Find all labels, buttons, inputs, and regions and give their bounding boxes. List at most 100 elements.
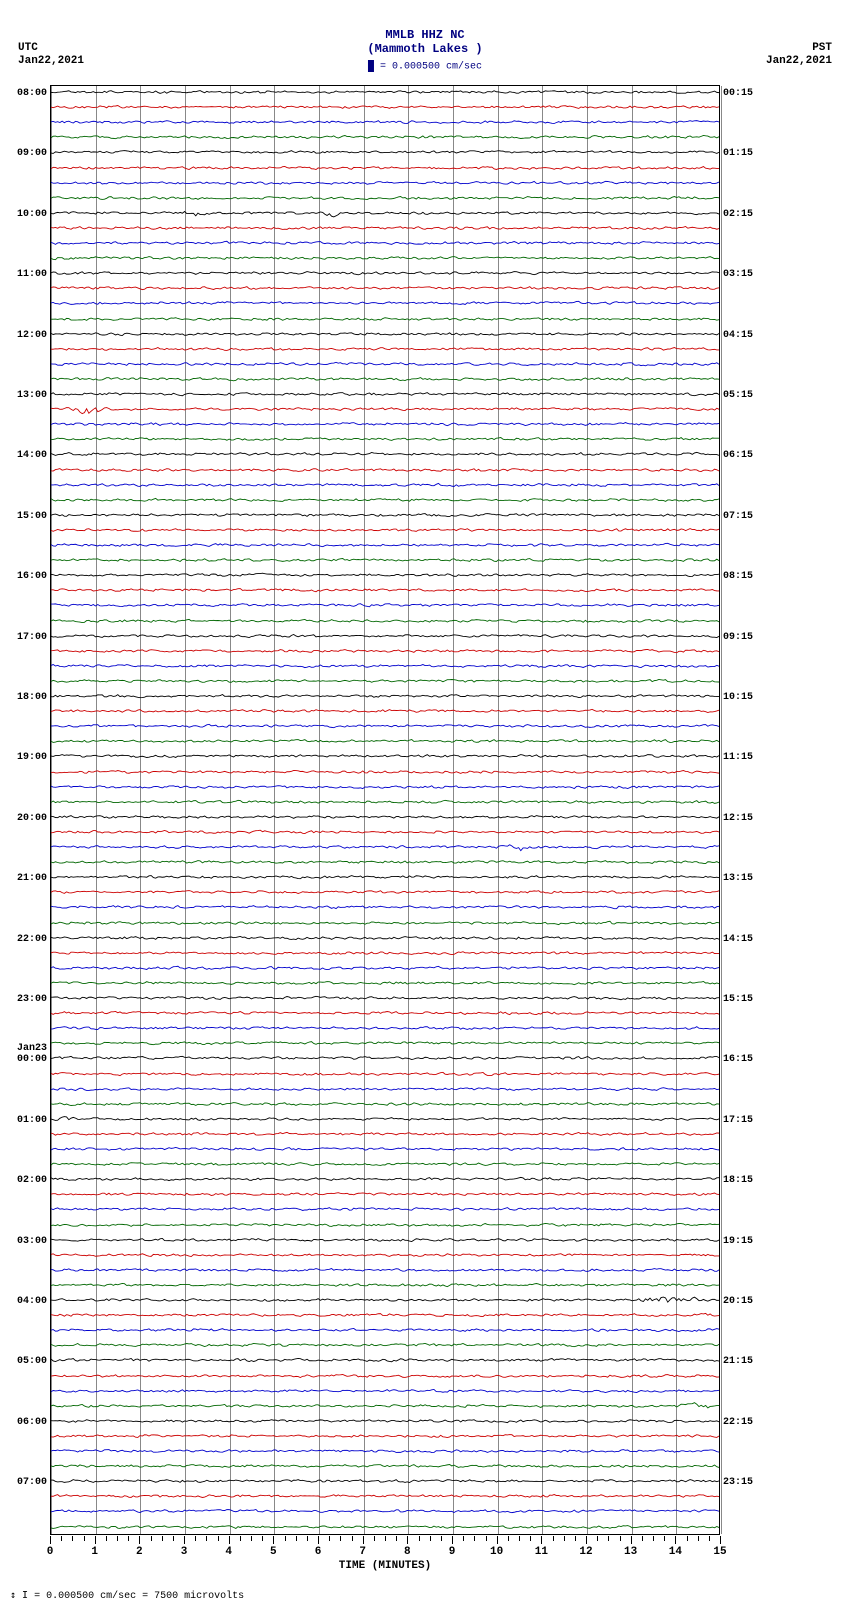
xtick-major	[541, 1536, 542, 1544]
time-label-left: 21:00	[17, 874, 47, 884]
time-label-left: 04:00	[17, 1297, 47, 1307]
time-label-left: 19:00	[17, 753, 47, 763]
xtick-minor	[162, 1536, 163, 1541]
xtick-label: 13	[624, 1546, 637, 1558]
time-label-right: 20:15	[723, 1297, 753, 1307]
time-label-left: 14:00	[17, 451, 47, 461]
xtick-minor	[419, 1536, 420, 1541]
xtick-minor	[218, 1536, 219, 1541]
xtick-minor	[352, 1536, 353, 1541]
xtick-major	[586, 1536, 587, 1544]
xtick-label: 11	[535, 1546, 548, 1558]
time-label-right: 04:15	[723, 331, 753, 341]
time-label-left: 07:00	[17, 1478, 47, 1488]
xtick-label: 8	[404, 1546, 411, 1558]
xtick-minor	[430, 1536, 431, 1541]
xtick-minor	[608, 1536, 609, 1541]
xtick-major	[139, 1536, 140, 1544]
xtick-label: 15	[713, 1546, 726, 1558]
xtick-minor	[642, 1536, 643, 1541]
time-label-left: 17:00	[17, 633, 47, 643]
xtick-minor	[61, 1536, 62, 1541]
xtick-label: 4	[225, 1546, 232, 1558]
day-marker: Jan23	[17, 1044, 47, 1054]
time-label-left: 11:00	[17, 270, 47, 280]
xtick-minor	[441, 1536, 442, 1541]
xtick-label: 12	[579, 1546, 592, 1558]
time-label-left: 09:00	[17, 149, 47, 159]
xtick-major	[273, 1536, 274, 1544]
xtick-minor	[653, 1536, 654, 1541]
xtick-minor	[486, 1536, 487, 1541]
seismogram-plot: 08:0000:1509:0001:1510:0002:1511:0003:15…	[50, 85, 720, 1535]
time-label-right: 17:15	[723, 1116, 753, 1126]
time-label-right: 08:15	[723, 572, 753, 582]
xtick-minor	[151, 1536, 152, 1541]
xtick-minor	[285, 1536, 286, 1541]
xtick-minor	[396, 1536, 397, 1541]
time-label-left: 16:00	[17, 572, 47, 582]
xtick-label: 9	[449, 1546, 456, 1558]
time-label-left: 02:00	[17, 1176, 47, 1186]
xtick-major	[363, 1536, 364, 1544]
xtick-minor	[340, 1536, 341, 1541]
tz-right-block: PST Jan22,2021	[766, 42, 832, 68]
xtick-minor	[173, 1536, 174, 1541]
time-label-left: 22:00	[17, 935, 47, 945]
x-axis-label: TIME (MINUTES)	[50, 1560, 720, 1572]
xtick-minor	[508, 1536, 509, 1541]
time-label-left: 00:00	[17, 1055, 47, 1065]
xtick-major	[50, 1536, 51, 1544]
xtick-major	[407, 1536, 408, 1544]
xtick-minor	[575, 1536, 576, 1541]
xtick-major	[497, 1536, 498, 1544]
time-label-right: 19:15	[723, 1237, 753, 1247]
time-label-left: 13:00	[17, 391, 47, 401]
xtick-minor	[709, 1536, 710, 1541]
time-label-right: 05:15	[723, 391, 753, 401]
tz-left-block: UTC Jan22,2021	[18, 42, 84, 68]
time-label-right: 09:15	[723, 633, 753, 643]
time-label-right: 00:15	[723, 89, 753, 99]
time-label-left: 10:00	[17, 210, 47, 220]
xtick-major	[229, 1536, 230, 1544]
time-label-right: 12:15	[723, 814, 753, 824]
tz-left-date: Jan22,2021	[18, 55, 84, 68]
xtick-minor	[106, 1536, 107, 1541]
xtick-major	[318, 1536, 319, 1544]
gridline	[721, 86, 722, 1534]
tz-right-date: Jan22,2021	[766, 55, 832, 68]
xtick-major	[452, 1536, 453, 1544]
time-label-left: 18:00	[17, 693, 47, 703]
xtick-minor	[307, 1536, 308, 1541]
xtick-label: 0	[47, 1546, 54, 1558]
xtick-minor	[519, 1536, 520, 1541]
time-label-left: 06:00	[17, 1418, 47, 1428]
xtick-minor	[564, 1536, 565, 1541]
time-label-left: 20:00	[17, 814, 47, 824]
time-label-right: 22:15	[723, 1418, 753, 1428]
xtick-label: 10	[490, 1546, 503, 1558]
time-label-right: 21:15	[723, 1357, 753, 1367]
xtick-major	[720, 1536, 721, 1544]
tz-left-tz: UTC	[18, 42, 84, 55]
xtick-minor	[240, 1536, 241, 1541]
scale-indicator: = 0.000500 cm/sec	[368, 60, 482, 73]
xtick-major	[184, 1536, 185, 1544]
xtick-minor	[530, 1536, 531, 1541]
time-label-right: 18:15	[723, 1176, 753, 1186]
xtick-minor	[195, 1536, 196, 1541]
xtick-minor	[296, 1536, 297, 1541]
xtick-minor	[474, 1536, 475, 1541]
time-label-right: 13:15	[723, 874, 753, 884]
time-label-right: 07:15	[723, 512, 753, 522]
xtick-minor	[128, 1536, 129, 1541]
time-label-right: 03:15	[723, 270, 753, 280]
time-label-left: 08:00	[17, 89, 47, 99]
xtick-minor	[664, 1536, 665, 1541]
station-title: MMLB HHZ NC	[0, 28, 850, 42]
location-subtitle: (Mammoth Lakes )	[0, 42, 850, 56]
time-label-right: 06:15	[723, 451, 753, 461]
xtick-minor	[262, 1536, 263, 1541]
xtick-minor	[251, 1536, 252, 1541]
